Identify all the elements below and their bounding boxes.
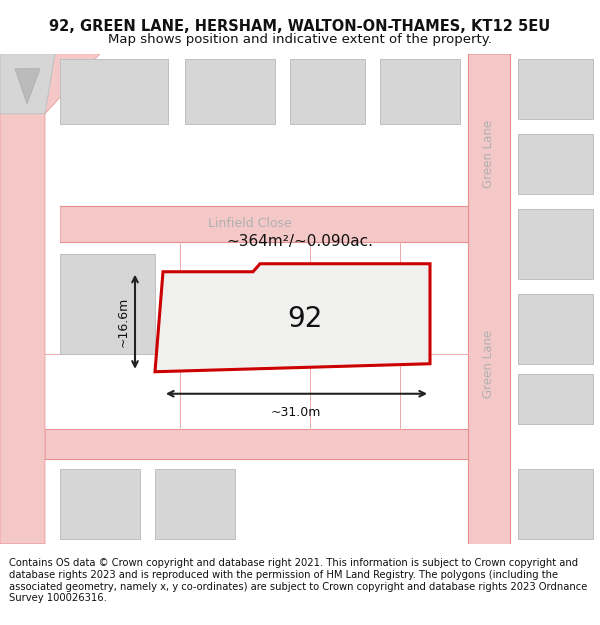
Bar bbox=[155, 469, 235, 539]
Bar bbox=[518, 294, 593, 364]
Bar bbox=[518, 374, 593, 424]
Bar bbox=[518, 134, 593, 194]
Bar bbox=[380, 59, 460, 124]
Bar bbox=[518, 59, 593, 119]
Bar bbox=[290, 59, 365, 124]
Text: Green Lane: Green Lane bbox=[482, 120, 496, 188]
Text: 92, GREEN LANE, HERSHAM, WALTON-ON-THAMES, KT12 5EU: 92, GREEN LANE, HERSHAM, WALTON-ON-THAME… bbox=[49, 19, 551, 34]
Polygon shape bbox=[155, 264, 430, 372]
Bar bbox=[518, 209, 593, 279]
Text: ~16.6m: ~16.6m bbox=[117, 297, 130, 347]
Polygon shape bbox=[45, 429, 468, 459]
Polygon shape bbox=[15, 69, 40, 104]
Polygon shape bbox=[0, 54, 55, 114]
Text: Contains OS data © Crown copyright and database right 2021. This information is : Contains OS data © Crown copyright and d… bbox=[9, 559, 587, 603]
Text: 92: 92 bbox=[287, 305, 323, 332]
Text: Map shows position and indicative extent of the property.: Map shows position and indicative extent… bbox=[108, 32, 492, 46]
Text: ~31.0m: ~31.0m bbox=[271, 406, 321, 419]
Polygon shape bbox=[0, 54, 100, 544]
Bar bbox=[60, 254, 155, 354]
Text: Linfield Close: Linfield Close bbox=[208, 217, 292, 230]
Bar bbox=[518, 469, 593, 539]
Polygon shape bbox=[468, 54, 510, 544]
Bar bbox=[185, 59, 275, 124]
Text: Green Lane: Green Lane bbox=[482, 330, 496, 398]
Bar bbox=[60, 59, 168, 124]
Bar bbox=[60, 469, 140, 539]
Polygon shape bbox=[60, 206, 468, 242]
Text: ~364m²/~0.090ac.: ~364m²/~0.090ac. bbox=[227, 234, 373, 249]
